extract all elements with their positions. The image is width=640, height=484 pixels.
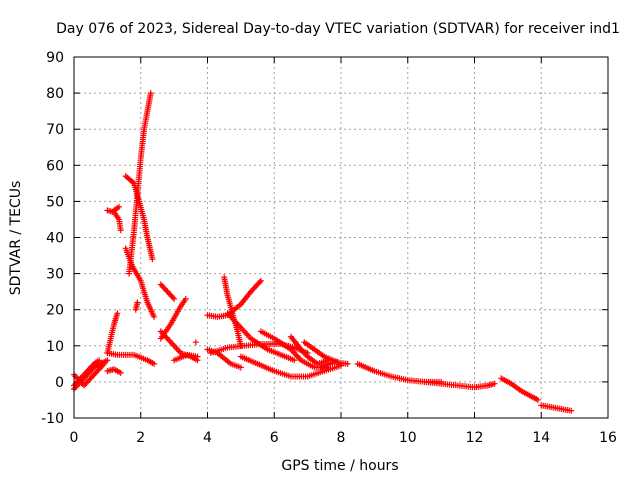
data-point <box>256 279 263 286</box>
data-point <box>568 407 575 414</box>
data-point <box>182 295 189 302</box>
y-tick-label: 50 <box>46 194 64 210</box>
x-tick-label: 10 <box>399 430 417 446</box>
y-tick-label: 0 <box>55 375 64 391</box>
y-tick-label: 10 <box>46 339 64 355</box>
x-tick-label: 14 <box>532 430 550 446</box>
data-track-t10 <box>132 299 141 313</box>
data-track-t21 <box>224 310 298 364</box>
data-point <box>117 227 124 234</box>
data-point <box>149 256 156 263</box>
tick-labels: 0 2 4 6 8 10 12 14 16 -10 0 10 20 30 40 50 60 70 80 90 <box>41 50 617 446</box>
data-track-t2 <box>71 360 108 389</box>
data-point <box>101 360 108 367</box>
chart-title: Day 076 of 2023, Sidereal Day-to-day VTE… <box>56 21 620 37</box>
data-track-t29 <box>421 378 498 391</box>
x-tick-label: 6 <box>270 430 279 446</box>
data-track-t24 <box>237 353 344 380</box>
data-track-t4 <box>104 310 121 357</box>
data-point <box>114 310 121 317</box>
data-track-t27 <box>317 359 351 371</box>
y-tick-label: 60 <box>46 158 64 174</box>
data-point <box>134 299 141 306</box>
y-axis-label: SDTVAR / TECUs <box>8 181 24 296</box>
y-tick-label: 70 <box>46 122 64 138</box>
data-points <box>71 90 575 414</box>
data-track-t8 <box>122 173 156 263</box>
x-tick-label: 2 <box>136 430 145 446</box>
data-point <box>491 380 498 387</box>
x-tick-label: 0 <box>70 430 79 446</box>
y-tick-label: 20 <box>46 303 64 319</box>
data-point <box>344 360 351 367</box>
data-track-t3 <box>71 357 103 389</box>
data-track-t16 <box>171 351 201 364</box>
data-track-t30 <box>498 375 541 403</box>
y-tick-label: 40 <box>46 231 64 247</box>
data-point <box>147 90 154 97</box>
x-axis-label: GPS time / hours <box>281 458 398 474</box>
data-track-t17 <box>192 339 199 346</box>
data-track-t11 <box>104 350 158 367</box>
data-track-t25 <box>287 333 331 367</box>
data-point <box>151 360 158 367</box>
y-tick-label: 80 <box>46 86 64 102</box>
data-point <box>96 357 103 364</box>
data-point <box>116 203 123 210</box>
data-point <box>194 353 201 360</box>
x-tick-label: 8 <box>337 430 346 446</box>
x-tick-label: 12 <box>466 430 484 446</box>
y-tick-label: 30 <box>46 267 64 283</box>
data-point <box>117 369 124 376</box>
data-point <box>257 277 264 284</box>
data-track-t31 <box>538 402 575 414</box>
x-tick-label: 4 <box>203 430 212 446</box>
data-point <box>291 357 298 364</box>
data-track-t12 <box>104 366 124 376</box>
y-tick-label: -10 <box>41 411 64 427</box>
plot-frame <box>73 56 609 419</box>
data-point <box>171 295 178 302</box>
data-point <box>104 357 111 364</box>
data-track-t13 <box>157 281 178 302</box>
data-track-t7 <box>126 90 154 277</box>
data-point <box>534 396 541 403</box>
data-point <box>129 179 136 186</box>
data-track-t6 <box>111 203 123 214</box>
data-track-t9 <box>122 245 158 320</box>
gridlines <box>74 57 608 418</box>
y-tick-label: 90 <box>46 50 64 66</box>
data-point <box>192 339 199 346</box>
data-track-t5 <box>104 207 124 234</box>
data-point <box>237 364 244 371</box>
x-tick-label: 16 <box>599 430 617 446</box>
data-point <box>151 313 158 320</box>
